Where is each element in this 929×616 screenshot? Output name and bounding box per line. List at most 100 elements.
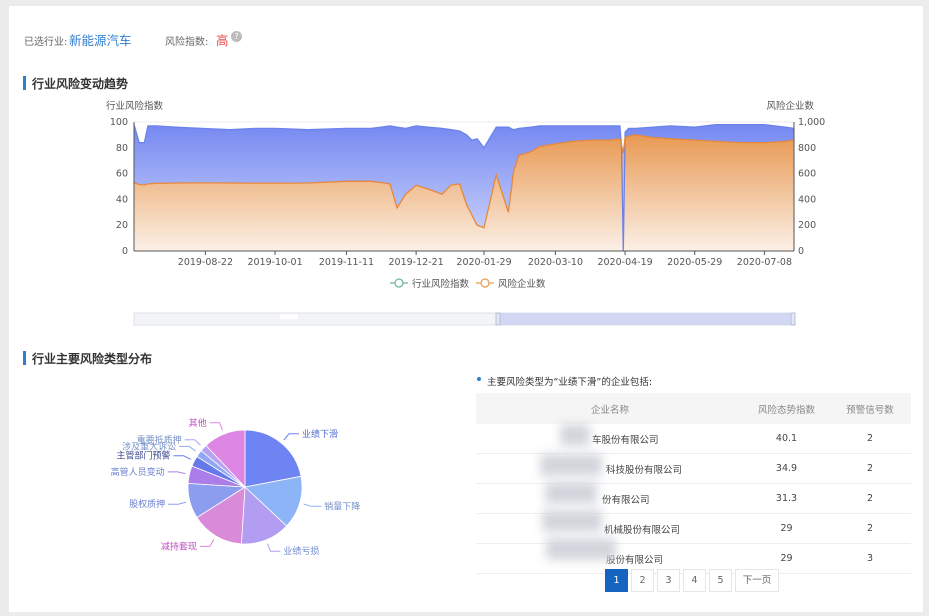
- redaction-blur: [542, 510, 602, 532]
- x-tick-label: 2019-11-11: [319, 257, 374, 268]
- x-tick-label: 2019-10-01: [247, 257, 302, 268]
- y-tick-label: 40: [116, 194, 128, 205]
- zoom-handle-left[interactable]: [495, 312, 501, 326]
- pie-label-leader: [167, 471, 186, 475]
- pie-slice-label: 重要抵质押: [137, 434, 182, 446]
- legend-label-index[interactable]: 行业风险指数: [412, 278, 470, 290]
- x-tick-label: 2019-12-21: [389, 257, 444, 268]
- signals-cell: 2: [829, 513, 911, 544]
- table-row[interactable]: 车股份有限公司 40.1 2: [476, 424, 911, 454]
- y2-tick-label: 800: [798, 143, 816, 154]
- zoom-selection[interactable]: [498, 313, 794, 325]
- x-tick-label: 2020-05-29: [667, 257, 722, 268]
- legend-marker-index: [394, 278, 404, 288]
- risk-index-cell: 29: [744, 543, 829, 574]
- industry-label: 已选行业:: [24, 37, 68, 48]
- company-name[interactable]: 份有限公司: [476, 483, 744, 514]
- risk-index-cell: 40.1: [744, 424, 829, 454]
- col-header-risk-index[interactable]: 风险态势指数: [744, 393, 829, 424]
- signals-cell: 2: [829, 483, 911, 514]
- company-table: 企业名称 风险态势指数 预警信号数 车股份有限公司 40.1 2 科技股份有限公…: [476, 393, 911, 574]
- col-header-signals[interactable]: 预警信号数: [829, 393, 911, 424]
- page-button-2[interactable]: 2: [631, 569, 654, 592]
- pie-slice-label: 销量下降: [324, 500, 360, 512]
- legend-marker-count: [480, 278, 490, 288]
- x-tick-label: 2020-03-10: [528, 257, 583, 268]
- series-line-risk-company-count: [133, 134, 795, 229]
- table-row[interactable]: 份有限公司 31.3 2: [476, 483, 911, 514]
- pie-slice-label: 其他: [189, 417, 207, 429]
- risk-index-cell: 31.3: [744, 483, 829, 514]
- risk-index-cell: 29: [744, 513, 829, 544]
- zoom-preview-mark: [280, 314, 298, 319]
- pie-label-leader: [267, 543, 281, 552]
- pie-slice-label: 主管部门预警: [116, 450, 170, 462]
- signals-cell: 3: [829, 543, 911, 574]
- y2-tick-label: 200: [798, 220, 816, 231]
- redaction-blur: [545, 482, 597, 504]
- pie-slice[interactable]: [196, 486, 246, 545]
- pie-slice-label: 股权质押: [129, 498, 165, 510]
- pie-label-leader: [199, 539, 215, 547]
- signals-cell: 2: [829, 424, 911, 454]
- pie-slice-label: 高管人员变动: [111, 466, 165, 478]
- chart-legend: 行业风险指数 风险企业数: [390, 278, 546, 290]
- risk-index-value: 高: [216, 33, 229, 48]
- caption-bullet: [477, 377, 481, 381]
- pie-label-leader: [168, 501, 187, 505]
- pie-slice[interactable]: [205, 429, 246, 489]
- x-tick-label: 2020-04-19: [597, 257, 652, 268]
- redaction-blur: [546, 538, 616, 560]
- table-row[interactable]: 科技股份有限公司 34.9 2: [476, 453, 911, 484]
- x-tick-label: 2019-08-22: [178, 257, 233, 268]
- table-header-row: 企业名称 风险态势指数 预警信号数: [476, 393, 911, 424]
- y-tick-label: 0: [122, 246, 128, 257]
- pie-label-leader: [283, 433, 299, 441]
- page-button-5[interactable]: 5: [709, 569, 732, 592]
- risk-index-cell: 34.9: [744, 453, 829, 484]
- list-caption: 主要风险类型为“业绩下滑”的企业包括:: [487, 377, 653, 388]
- page-button-4[interactable]: 4: [683, 569, 706, 592]
- series-area-risk-company-count: [134, 134, 794, 251]
- next-page-button[interactable]: 下一页: [735, 569, 779, 592]
- company-name[interactable]: 科技股份有限公司: [476, 453, 744, 484]
- distribution-section-title: 行业主要风险类型分布: [23, 350, 152, 367]
- pie-slice-label: 业绩亏损: [283, 545, 319, 557]
- pie-slice-label: 涉及重大诉讼: [122, 440, 176, 452]
- signals-cell: 2: [829, 453, 911, 484]
- pie-label-leader: [209, 422, 223, 431]
- series-line-industry-risk-index: [133, 123, 795, 252]
- question-circle-icon[interactable]: ?: [231, 31, 242, 42]
- company-name[interactable]: 车股份有限公司: [476, 424, 744, 454]
- pie-slice-label: 业绩下滑: [302, 428, 338, 440]
- zoom-handle-right[interactable]: [790, 312, 796, 326]
- pie-label-leader: [179, 445, 196, 452]
- y2-tick-label: 600: [798, 169, 816, 180]
- data-zoom-slider[interactable]: [133, 312, 796, 326]
- y-tick-label: 80: [116, 143, 128, 154]
- legend-label-count[interactable]: 风险企业数: [498, 278, 546, 290]
- y2-axis-title: 风险企业数: [766, 100, 814, 112]
- redaction-blur: [560, 424, 590, 446]
- pie-slice-label: 减持套现: [161, 540, 197, 552]
- pie-label-leader: [303, 503, 322, 507]
- y-tick-label: 60: [116, 169, 128, 180]
- risk-trend-chart: 行业风险指数 风险企业数 0 20 40 60 80 100 0 200 400 600 800 1,…: [106, 100, 825, 326]
- company-table-wrap: 企业名称 风险态势指数 预警信号数 车股份有限公司 40.1 2 科技股份有限公…: [476, 393, 911, 574]
- trend-section-title: 行业风险变动趋势: [23, 75, 128, 92]
- col-header-company[interactable]: 企业名称: [476, 393, 744, 424]
- y-tick-label: 20: [116, 220, 128, 231]
- pie-slice[interactable]: [244, 475, 303, 527]
- y-axis-title: 行业风险指数: [106, 100, 164, 112]
- redaction-blur: [540, 454, 602, 476]
- y-tick-label: 100: [110, 117, 128, 128]
- page-button-3[interactable]: 3: [657, 569, 680, 592]
- y2-tick-label: 400: [798, 194, 816, 205]
- y2-tick-label: 1,000: [798, 117, 825, 128]
- pie-label-leader: [173, 455, 191, 460]
- industry-value[interactable]: 新能源汽车: [69, 33, 132, 48]
- x-tick-label: 2020-07-08: [737, 257, 792, 268]
- page-button-1[interactable]: 1: [605, 569, 628, 592]
- pie-slice[interactable]: [244, 429, 302, 488]
